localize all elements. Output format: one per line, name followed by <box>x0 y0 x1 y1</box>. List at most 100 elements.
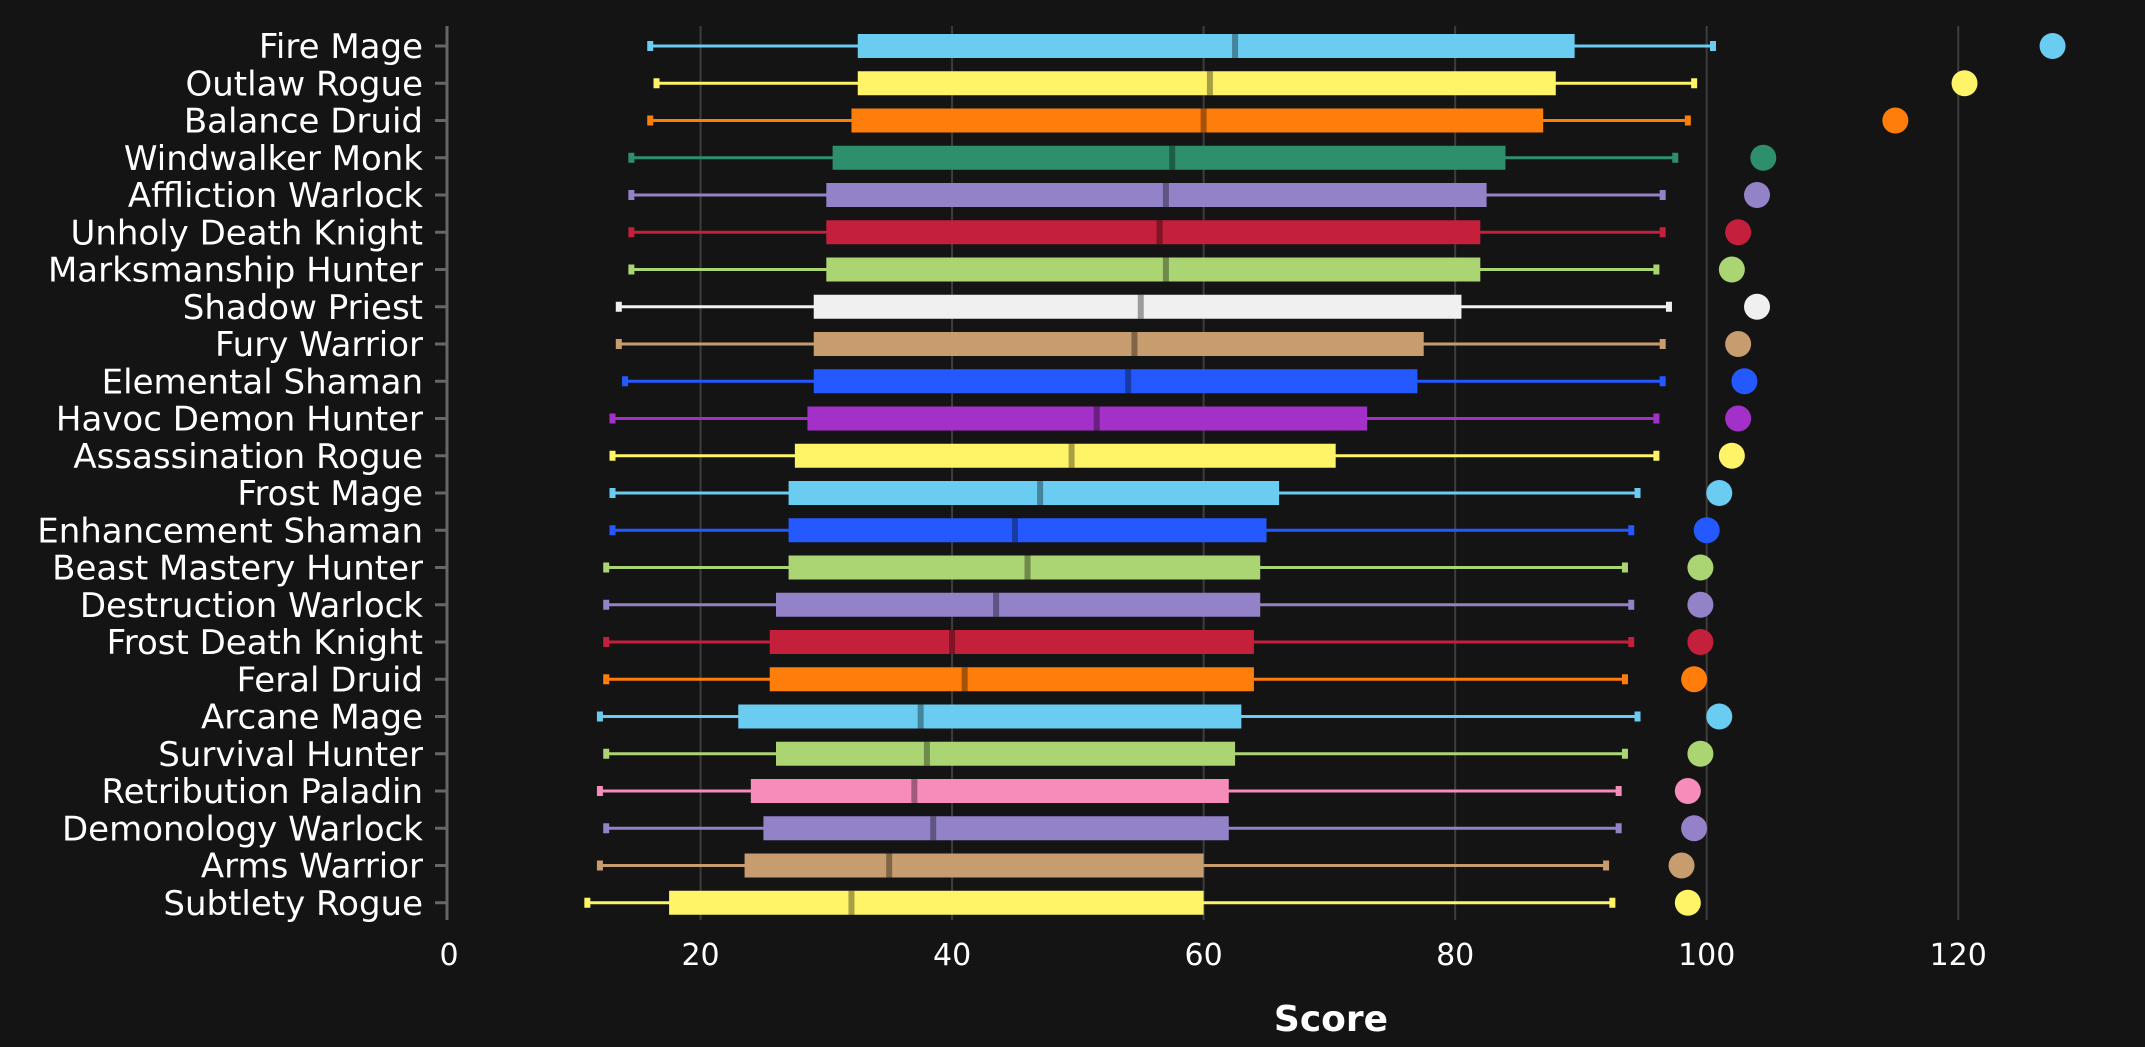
iqr-box <box>738 704 1242 729</box>
box-row: Subtlety Rogue <box>163 884 1701 924</box>
median-marker <box>1131 332 1138 356</box>
top-score-point <box>1706 703 1733 730</box>
whisker-min-cap <box>628 264 635 275</box>
category-label: Affliction Warlock <box>128 176 423 216</box>
whisker-min-cap <box>609 413 616 424</box>
whisker-max-cap <box>1628 637 1635 647</box>
box-row: Fury Warrior <box>215 325 1752 365</box>
category-label: Subtlety Rogue <box>163 884 423 924</box>
box-row: Elemental Shaman <box>102 362 1758 402</box>
box-row: Windwalker Monk <box>124 139 1777 179</box>
whisker-max-cap <box>1672 152 1679 163</box>
top-score-point <box>1718 442 1745 469</box>
iqr-box <box>826 257 1481 282</box>
median-marker <box>1093 406 1100 431</box>
category-label: Arms Warrior <box>201 847 423 887</box>
iqr-box <box>794 443 1336 468</box>
whisker-max-cap <box>1659 339 1666 349</box>
whisker-max-cap <box>1659 190 1666 200</box>
median-marker <box>930 816 937 841</box>
whisker-max-cap <box>1628 525 1635 536</box>
top-score-point <box>1687 740 1714 767</box>
category-label: Demonology Warlock <box>62 809 423 849</box>
whisker-min-cap <box>584 897 591 908</box>
whisker-max-cap <box>1653 264 1660 275</box>
box-row: Enhancement Shaman <box>37 511 1720 551</box>
iqr-box <box>813 369 1418 394</box>
median-marker <box>1206 71 1213 96</box>
category-label: Fury Warrior <box>215 325 423 365</box>
box-row: Shadow Priest <box>183 288 1771 328</box>
box-row: Assassination Rogue <box>73 437 1745 477</box>
whisker-max-cap <box>1634 488 1641 498</box>
median-marker <box>1162 183 1169 207</box>
x-tick-label: 20 <box>681 938 719 973</box>
x-tick-label: 120 <box>1930 938 1987 973</box>
category-label: Outlaw Rogue <box>186 64 424 104</box>
top-score-point <box>1731 368 1758 395</box>
box-row: Survival Hunter <box>158 735 1714 775</box>
whisker-min-cap <box>647 41 654 51</box>
iqr-box <box>763 816 1229 841</box>
whisker-max-cap <box>1621 562 1628 573</box>
whisker-max-cap <box>1615 823 1622 834</box>
iqr-box <box>669 890 1204 915</box>
median-marker <box>1232 34 1239 58</box>
category-label: Marksmanship Hunter <box>48 251 423 291</box>
box-row: Frost Death Knight <box>107 623 1714 663</box>
whisker-max-cap <box>1653 413 1660 424</box>
median-marker <box>1024 555 1031 580</box>
whisker-max-cap <box>1609 897 1616 908</box>
whisker-max-cap <box>1634 711 1641 722</box>
top-score-point <box>1687 554 1714 581</box>
whisker-max-cap <box>1691 78 1698 89</box>
top-score-point <box>1882 107 1909 134</box>
gridlines <box>699 26 1960 920</box>
iqr-box <box>826 183 1487 207</box>
category-label: Fire Mage <box>259 27 423 67</box>
median-marker <box>923 741 930 766</box>
box-row: Outlaw Rogue <box>186 64 1978 104</box>
whisker-max-cap <box>1659 227 1666 238</box>
median-marker <box>911 779 918 803</box>
iqr-box <box>832 145 1506 170</box>
category-label: Feral Druid <box>237 660 423 700</box>
whisker-min-cap <box>628 152 635 163</box>
top-score-point <box>1668 852 1695 879</box>
median-marker <box>1068 443 1075 468</box>
category-label: Shadow Priest <box>183 288 423 328</box>
whisker-max-cap <box>1621 748 1628 759</box>
whisker-min-cap <box>628 190 635 200</box>
box-row: Demonology Warlock <box>62 809 1708 849</box>
whisker-max-cap <box>1603 860 1610 871</box>
x-tick-label: 0 <box>439 938 458 973</box>
top-score-point <box>1718 256 1745 283</box>
iqr-box <box>788 555 1261 580</box>
iqr-box <box>776 741 1236 766</box>
median-marker <box>1011 518 1018 543</box>
box-row: Destruction Warlock <box>80 586 1714 626</box>
top-score-point <box>1687 629 1714 655</box>
iqr-box <box>769 630 1254 654</box>
box-row: Arms Warrior <box>201 847 1695 887</box>
whisker-min-cap <box>596 786 603 796</box>
whisker-max-cap <box>1653 450 1660 461</box>
median-marker <box>1037 481 1044 505</box>
whisker-min-cap <box>615 339 622 349</box>
box-row: Feral Druid <box>237 660 1708 700</box>
iqr-box <box>744 853 1204 878</box>
category-label: Unholy Death Knight <box>70 213 423 253</box>
top-score-point <box>1706 480 1733 506</box>
whisker-max-cap <box>1684 115 1691 126</box>
box-row: Fire Mage <box>259 27 2066 67</box>
whisker-min-cap <box>609 450 616 461</box>
median-marker <box>949 630 956 654</box>
top-score-point <box>1681 666 1708 693</box>
whisker-min-cap <box>603 562 610 573</box>
whisker-max-cap <box>1665 301 1672 312</box>
top-score-point <box>1674 889 1701 916</box>
top-score-point <box>1681 815 1708 842</box>
whisker-max-cap <box>1628 599 1635 610</box>
iqr-box <box>788 481 1280 505</box>
